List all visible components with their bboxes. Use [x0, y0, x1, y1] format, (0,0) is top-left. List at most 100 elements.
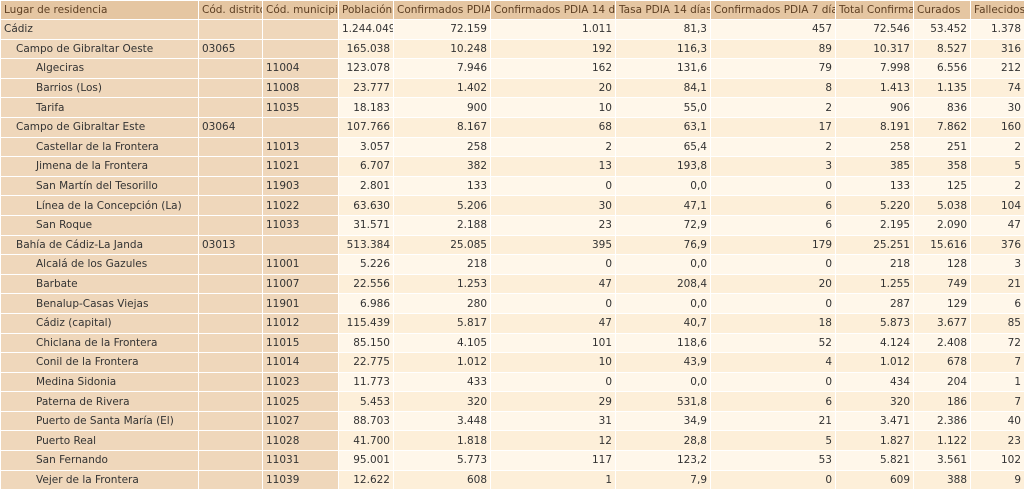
- value-cell: 6.556: [913, 58, 971, 79]
- value-cell: 2: [490, 136, 616, 158]
- value-cell: 12.622: [338, 469, 394, 490]
- place-cell: Conil de la Frontera: [0, 352, 199, 373]
- code-cell: [198, 77, 263, 99]
- value-cell: 0: [710, 469, 836, 490]
- value-cell: 12: [490, 430, 616, 452]
- table-row: Jimena de la Frontera 11021 6.707 382 13 193,…: [0, 156, 1024, 177]
- table-row: Cádiz (capital) 11012 115.439 5.817 47 40,7 18…: [0, 312, 1024, 334]
- value-cell: 7.946: [393, 58, 491, 79]
- column-header: Total Confirmados: [835, 0, 914, 20]
- column-header: Curados: [913, 0, 971, 20]
- value-cell: 433: [393, 371, 491, 393]
- value-cell: 316: [970, 38, 1024, 60]
- value-cell: 608: [393, 469, 491, 490]
- code-cell: 11028: [262, 430, 339, 452]
- table-row: Medina Sidonia 11023 11.773 433 0 0,0 0 434 204 1: [0, 371, 1024, 393]
- code-cell: 11025: [262, 391, 339, 412]
- value-cell: 117: [490, 450, 616, 471]
- header-row: Lugar de residencia Cód. distrito Cód. mun…: [0, 0, 1024, 20]
- value-cell: 1.253: [393, 273, 491, 295]
- place-cell: Tarifa: [0, 97, 199, 118]
- code-cell: [198, 254, 263, 275]
- value-cell: 2.195: [835, 214, 914, 236]
- value-cell: 28,8: [615, 430, 711, 452]
- place-cell: Castellar de la Frontera: [0, 136, 199, 158]
- column-header: Confirmados PDIA: [393, 0, 491, 20]
- column-header: Tasa PDIA 14 días: [615, 0, 711, 20]
- table-row: Campo de Gibraltar Este 03064 107.766 8.167…: [0, 116, 1024, 138]
- value-cell: 2: [710, 136, 836, 158]
- value-cell: 1.122: [913, 430, 971, 452]
- place-cell: Vejer de la Frontera: [0, 469, 199, 490]
- value-cell: 193,8: [615, 156, 711, 177]
- code-cell: 11027: [262, 410, 339, 432]
- value-cell: 104: [970, 195, 1024, 216]
- value-cell: 1.818: [393, 430, 491, 452]
- value-cell: 0: [710, 371, 836, 393]
- value-cell: 81,3: [615, 19, 711, 40]
- value-cell: 9: [970, 469, 1024, 490]
- value-cell: 900: [393, 97, 491, 118]
- code-cell: 11031: [262, 450, 339, 471]
- value-cell: 906: [835, 97, 914, 118]
- value-cell: 0: [490, 371, 616, 393]
- value-cell: 320: [393, 391, 491, 412]
- table-row: Paterna de Rivera 11025 5.453 320 29 531,8 6 32…: [0, 391, 1024, 412]
- value-cell: 34,9: [615, 410, 711, 432]
- value-cell: 88.703: [338, 410, 394, 432]
- value-cell: 5.873: [835, 312, 914, 334]
- value-cell: 6: [710, 214, 836, 236]
- place-cell: Medina Sidonia: [0, 371, 199, 393]
- value-cell: 85.150: [338, 332, 394, 354]
- value-cell: 7.998: [835, 58, 914, 79]
- value-cell: 47: [490, 312, 616, 334]
- value-cell: 10.317: [835, 38, 914, 60]
- code-cell: [198, 175, 263, 197]
- value-cell: 0: [710, 175, 836, 197]
- value-cell: 1.012: [393, 352, 491, 373]
- value-cell: 7.862: [913, 116, 971, 138]
- value-cell: 0,0: [615, 371, 711, 393]
- value-cell: 3.448: [393, 410, 491, 432]
- value-cell: 749: [913, 273, 971, 295]
- column-header: Confirmados PDIA 14 días: [490, 0, 616, 20]
- value-cell: 40,7: [615, 312, 711, 334]
- value-cell: 13: [490, 156, 616, 177]
- value-cell: 678: [913, 352, 971, 373]
- value-cell: 5.817: [393, 312, 491, 334]
- value-cell: 115.439: [338, 312, 394, 334]
- value-cell: 72.546: [835, 19, 914, 40]
- value-cell: 133: [835, 175, 914, 197]
- value-cell: 2.188: [393, 214, 491, 236]
- table-row: Algeciras 11004 123.078 7.946 162 131,6 79 7.99…: [0, 58, 1024, 79]
- value-cell: 5.453: [338, 391, 394, 412]
- value-cell: 2.801: [338, 175, 394, 197]
- value-cell: 192: [490, 38, 616, 60]
- value-cell: 10: [490, 97, 616, 118]
- code-cell: [198, 430, 263, 452]
- code-cell: [198, 391, 263, 412]
- table-row: Puerto de Santa María (El) 11027 88.703 3.4…: [0, 410, 1024, 432]
- value-cell: 382: [393, 156, 491, 177]
- value-cell: 20: [490, 77, 616, 99]
- value-cell: 3: [710, 156, 836, 177]
- value-cell: 4.105: [393, 332, 491, 354]
- value-cell: 29: [490, 391, 616, 412]
- value-cell: 31: [490, 410, 616, 432]
- code-cell: 11012: [262, 312, 339, 334]
- value-cell: 47,1: [615, 195, 711, 216]
- value-cell: 72,9: [615, 214, 711, 236]
- value-cell: 1.827: [835, 430, 914, 452]
- value-cell: 0,0: [615, 293, 711, 314]
- value-cell: 320: [835, 391, 914, 412]
- value-cell: 7: [970, 391, 1024, 412]
- value-cell: 2.408: [913, 332, 971, 354]
- value-cell: 0: [490, 254, 616, 275]
- table-row: Conil de la Frontera 11014 22.775 1.012 10 43…: [0, 352, 1024, 373]
- value-cell: 133: [393, 175, 491, 197]
- value-cell: 208,4: [615, 273, 711, 295]
- value-cell: 204: [913, 371, 971, 393]
- table-row: Vejer de la Frontera 11039 12.622 608 1 7,9 0 6…: [0, 469, 1024, 490]
- value-cell: 395: [490, 234, 616, 256]
